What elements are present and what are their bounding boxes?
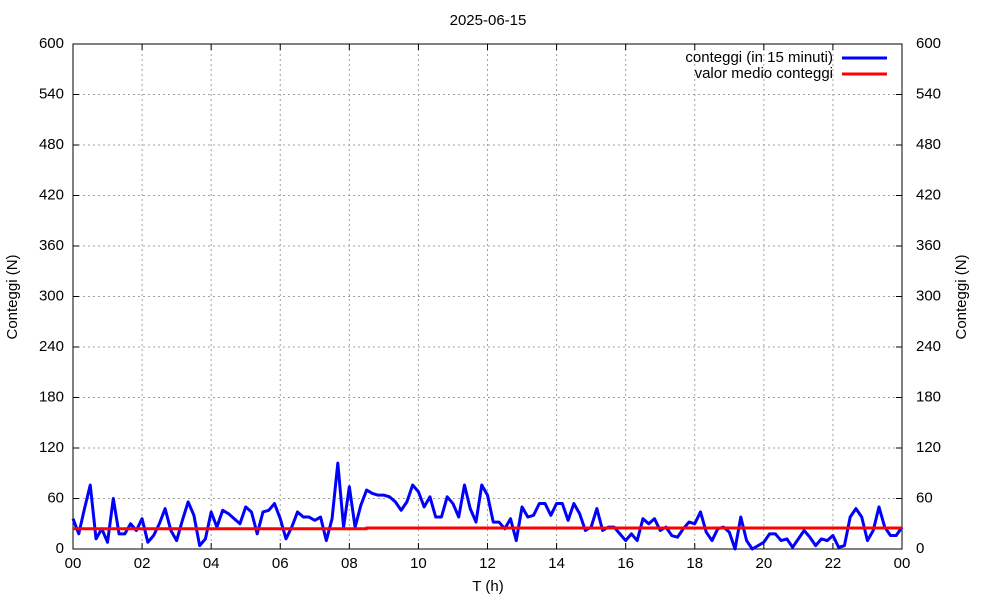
y2-tick-label: 300 — [916, 287, 941, 304]
x-tick-label: 12 — [479, 555, 496, 572]
y2-tick-label: 600 — [916, 35, 941, 52]
y2-tick-label: 60 — [916, 489, 933, 506]
y-tick-label: 360 — [39, 237, 64, 254]
x-tick-label: 10 — [410, 555, 427, 572]
x-tick-label: 20 — [755, 555, 772, 572]
y2-tick-label: 420 — [916, 186, 941, 203]
legend-label: conteggi (in 15 minuti) — [685, 49, 833, 66]
y2-tick-label: 180 — [916, 388, 941, 405]
y2-tick-label: 0 — [916, 540, 924, 557]
chart-title: 2025-06-15 — [450, 12, 527, 29]
x-tick-label: 00 — [894, 555, 911, 572]
y-tick-label: 120 — [39, 439, 64, 456]
x-tick-label: 14 — [548, 555, 565, 572]
y-tick-label: 300 — [39, 287, 64, 304]
y-tick-label: 480 — [39, 136, 64, 153]
data-line — [71, 461, 904, 551]
plot-border — [72, 43, 903, 550]
x-tick-label: 16 — [617, 555, 634, 572]
x-tick-label: 22 — [825, 555, 842, 572]
y2-tick-label: 120 — [916, 439, 941, 456]
x-tick-label: 18 — [686, 555, 703, 572]
y-tick-label: 60 — [47, 489, 64, 506]
y-axis-label: Conteggi (N) — [4, 254, 21, 339]
y2-axis-label: Conteggi (N) — [953, 254, 970, 339]
y2-tick-label: 540 — [916, 85, 941, 102]
y-tick-label: 0 — [56, 540, 64, 557]
y-tick-label: 420 — [39, 186, 64, 203]
y-tick-label: 240 — [39, 338, 64, 355]
x-tick-label: 00 — [65, 555, 82, 572]
x-tick-label: 06 — [272, 555, 289, 572]
x-tick-label: 08 — [341, 555, 358, 572]
legend-label: valor medio conteggi — [695, 65, 833, 82]
x-axis-label: T (h) — [472, 578, 503, 595]
x-tick-label: 02 — [134, 555, 151, 572]
y2-tick-label: 240 — [916, 338, 941, 355]
y-tick-label: 540 — [39, 85, 64, 102]
data-line — [73, 526, 902, 531]
y-tick-label: 600 — [39, 35, 64, 52]
y2-tick-label: 480 — [916, 136, 941, 153]
x-tick-label: 04 — [203, 555, 220, 572]
y2-tick-label: 360 — [916, 237, 941, 254]
y-tick-label: 180 — [39, 388, 64, 405]
